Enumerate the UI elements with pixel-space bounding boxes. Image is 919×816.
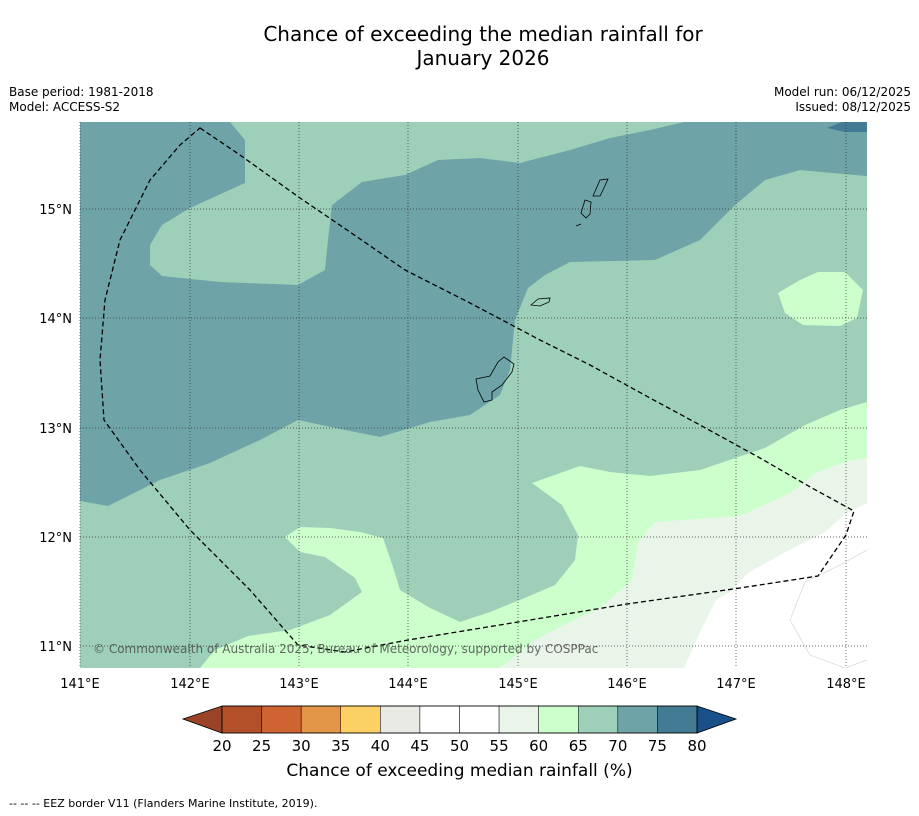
base-period: Base period: 1981-2018	[9, 85, 154, 99]
colorbar-segment-25-30	[261, 705, 302, 734]
lon-label-148e: 148°E	[826, 677, 866, 692]
title-line-1: Chance of exceeding the median rainfall …	[263, 22, 703, 46]
colorbar-segment-50-55	[459, 705, 500, 734]
island-aguijan	[575, 223, 582, 227]
band-70-75-region	[80, 122, 867, 506]
model-name: Model: ACCESS-S2	[9, 100, 121, 114]
lon-label-145e: 145°E	[498, 677, 538, 692]
colorbar-segment-35-40	[340, 705, 381, 734]
island-saipan	[592, 178, 609, 197]
colorbar-tick-35: 35	[331, 737, 350, 755]
lon-label-146e: 146°E	[607, 677, 647, 692]
map-gridlines	[79, 122, 867, 668]
colorbar-segment-75-80	[657, 705, 698, 734]
colorbar-tick-45: 45	[410, 737, 429, 755]
metadata-right: Model run: 06/12/2025 Issued: 08/12/2025	[774, 85, 911, 115]
colorbar-under-arrow	[181, 705, 223, 734]
colorbar-segment-20-25	[221, 705, 262, 734]
colorbar-tick-80: 80	[687, 737, 706, 755]
colorbar-segment-60-65	[538, 705, 579, 734]
lon-label-142e: 142°E	[170, 677, 210, 692]
colorbar-tick-50: 50	[450, 737, 469, 755]
colorbar: 20 25 30 35 40 45 50 55 60 65 70 75 80	[181, 705, 738, 755]
colorbar-frame	[221, 705, 698, 734]
island-guam	[475, 356, 515, 403]
colorbar-segments	[221, 705, 698, 734]
metadata-left: Base period: 1981-2018 Model: ACCESS-S2	[9, 85, 154, 115]
map-title: Chance of exceeding the median rainfall …	[0, 22, 919, 70]
island-tinian	[580, 199, 592, 219]
colorbar-segment-30-35	[300, 705, 341, 734]
colorbar-segment-70-75	[617, 705, 658, 734]
colorbar-tick-30: 30	[292, 737, 311, 755]
issued-date: Issued: 08/12/2025	[795, 100, 911, 114]
colorbar-segment-40-45	[380, 705, 421, 734]
colorbar-title: Chance of exceeding median rainfall (%)	[286, 761, 633, 781]
colorbar-tick-65: 65	[569, 737, 588, 755]
colorbar-tick-labels: 20 25 30 35 40 45 50 55 60 65 70 75 80	[212, 737, 706, 755]
colorbar-tick-20: 20	[212, 737, 231, 755]
band-60-65-east-blob	[778, 272, 863, 326]
colorbar-segment-65-70	[578, 705, 619, 734]
title-line-2: January 2026	[416, 46, 550, 70]
model-run: Model run: 06/12/2025	[773, 85, 911, 99]
lon-label-143e: 143°E	[279, 677, 319, 692]
colorbar-segment-45-50	[419, 705, 460, 734]
eez-legend-note: -- -- -- EEZ border V11 (Flanders Marine…	[9, 797, 318, 810]
colorbar-tick-75: 75	[648, 737, 667, 755]
lon-label-144e: 144°E	[388, 677, 428, 692]
probability-shading	[80, 122, 867, 668]
colorbar-tick-25: 25	[252, 737, 271, 755]
copyright-notice: © Commonwealth of Australia 2025, Bureau…	[93, 642, 598, 656]
colorbar-segment-55-60	[498, 705, 539, 734]
colorbar-tick-40: 40	[371, 737, 390, 755]
band-70-75-upper-right	[690, 122, 867, 240]
lon-label-141e: 141°E	[60, 677, 100, 692]
lat-label-12n: 12°N	[39, 531, 72, 546]
band-50-55-region	[684, 503, 867, 668]
eez-border	[99, 127, 855, 653]
latitude-labels: 15°N 14°N 13°N 12°N 11°N	[39, 203, 72, 655]
colorbar-tick-70: 70	[608, 737, 627, 755]
band-45-50-contour	[789, 549, 867, 668]
lat-label-13n: 13°N	[39, 422, 72, 437]
island-rota	[530, 297, 551, 307]
islands	[475, 178, 609, 403]
lat-label-11n: 11°N	[39, 640, 72, 655]
colorbar-tick-55: 55	[490, 737, 509, 755]
lon-label-147e: 147°E	[716, 677, 756, 692]
lat-label-14n: 14°N	[39, 312, 72, 327]
band-75-80-region	[827, 122, 867, 132]
colorbar-over-arrow	[696, 705, 738, 734]
longitude-labels: 141°E 142°E 143°E 144°E 145°E 146°E 147°…	[60, 677, 866, 692]
colorbar-tick-60: 60	[529, 737, 548, 755]
lat-label-15n: 15°N	[39, 203, 72, 218]
